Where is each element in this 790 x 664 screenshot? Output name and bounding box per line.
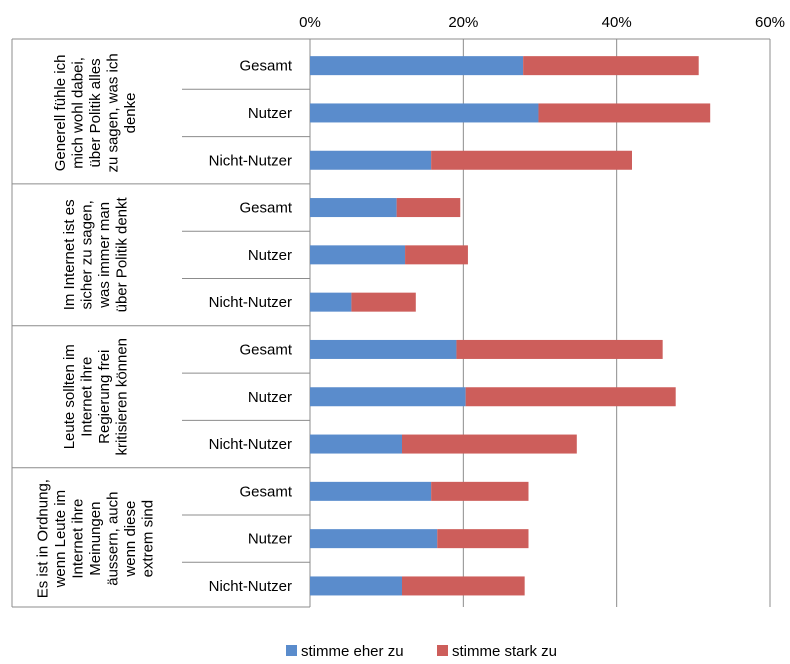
bar-segment-stark <box>396 198 461 218</box>
bar-segment-stark <box>523 56 699 76</box>
category-label: Nutzer <box>248 105 292 122</box>
group-label-line: sicher zu sagen, <box>78 200 95 309</box>
gridlines <box>462 39 771 607</box>
x-tick-label: 40% <box>602 14 632 31</box>
bar-segment-eher <box>310 245 406 265</box>
x-axis-tick-labels: 0% 20% 40% 60% <box>299 14 785 31</box>
legend-swatch <box>437 645 448 656</box>
group-label-line: über Politik alles <box>87 58 104 167</box>
bar-segment-eher <box>310 150 432 170</box>
group-label-line: wenn Leute im <box>52 490 69 589</box>
bar-segment-eher <box>310 103 539 123</box>
category-label: Nutzer <box>248 247 292 264</box>
x-tick-label: 60% <box>755 14 785 31</box>
bar-segment-stark <box>431 481 529 501</box>
bar-segment-eher <box>310 434 402 454</box>
bar-segment-stark <box>538 103 711 123</box>
group-label-line: denke <box>122 93 139 134</box>
bar-segment-stark <box>456 339 663 359</box>
group-label-line: Meinungen <box>87 502 104 576</box>
bar-segment-eher <box>310 56 524 76</box>
bar-segment-stark <box>465 387 676 407</box>
legend-label: stimme stark zu <box>452 643 557 660</box>
group-label-line: wenn diese <box>122 501 139 578</box>
group-label: Im Internet ist essicher zu sagen,was im… <box>61 196 131 312</box>
group-label-line: äussern, auch <box>105 492 122 586</box>
group-label-line: zu sagen, was ich <box>105 53 122 172</box>
bars <box>310 56 711 596</box>
group-label-line: Internet ihre <box>70 499 87 579</box>
category-label: Nicht-Nutzer <box>209 294 292 311</box>
group-label-line: Regierung frei <box>96 350 113 444</box>
x-tick-label: 0% <box>299 14 321 31</box>
category-label: Gesamt <box>239 341 292 358</box>
bar-segment-stark <box>402 434 577 454</box>
category-label: Gesamt <box>239 200 292 217</box>
group-label: Leute sollten imInternet ihreRegierung f… <box>61 338 131 456</box>
category-labels: Gesamt Nutzer Nicht-Nutzer Gesamt Nutzer Nich… <box>209 58 293 595</box>
group-label-line: mich wohl dabei, <box>70 57 87 169</box>
bar-segment-eher <box>310 529 438 549</box>
bar-segment-eher <box>310 339 457 359</box>
category-label: Nutzer <box>248 389 292 406</box>
legend-label: stimme eher zu <box>301 643 404 660</box>
bar-segment-stark <box>405 245 468 265</box>
category-label: Gesamt <box>239 483 292 500</box>
group-label-line: Internet ihre <box>78 357 95 437</box>
bar-segment-stark <box>437 529 529 549</box>
group-label-line: kritisieren können <box>113 338 130 456</box>
category-label: Nicht-Nutzer <box>209 152 292 169</box>
group-label-line: Leute sollten im <box>61 344 78 449</box>
group-label-line: Es ist in Ordnung, <box>35 479 52 598</box>
category-label: Gesamt <box>239 58 292 75</box>
category-label: Nicht-Nutzer <box>209 436 292 453</box>
group-labels: Generell fühle ichmich wohl dabei,über P… <box>35 53 157 598</box>
group-label-line: Im Internet ist es <box>61 199 78 310</box>
category-label: Nicht-Nutzer <box>209 578 292 595</box>
group-label-line: Generell fühle ich <box>52 55 69 172</box>
category-label: Nutzer <box>248 531 292 548</box>
legend-swatch <box>286 645 297 656</box>
bar-segment-eher <box>310 198 397 218</box>
bar-segment-stark <box>402 576 525 596</box>
x-tick-label: 20% <box>448 14 478 31</box>
bar-segment-eher <box>310 292 352 312</box>
group-label: Generell fühle ichmich wohl dabei,über P… <box>52 53 139 172</box>
axis-frame <box>11 38 770 608</box>
bar-segment-stark <box>351 292 416 312</box>
bar-segment-eher <box>310 576 402 596</box>
bar-segment-stark <box>431 150 632 170</box>
legend: stimme eher zu stimme stark zu <box>286 643 557 660</box>
group-label-line: extrem sind <box>140 500 157 578</box>
group-label-line: über Politik denkt <box>113 196 130 312</box>
bar-segment-eher <box>310 387 466 407</box>
group-label: Es ist in Ordnung,wenn Leute imInternet … <box>35 479 157 598</box>
bar-segment-eher <box>310 481 432 501</box>
group-label-line: was immer man <box>96 202 113 309</box>
